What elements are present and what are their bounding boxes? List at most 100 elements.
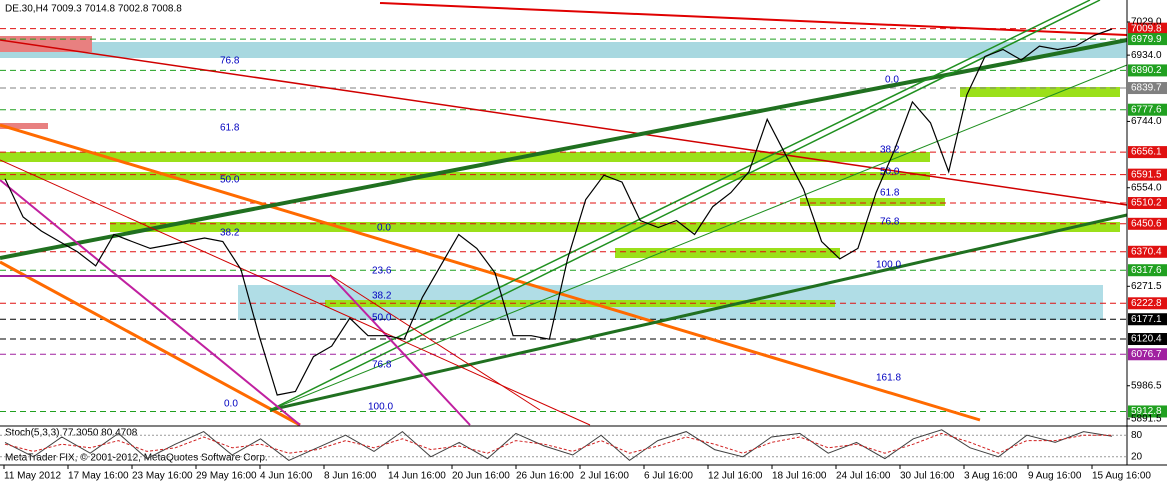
level-tag — [1128, 333, 1167, 346]
fib-label: 50.0 — [880, 167, 900, 178]
fib-label: 76.8 — [880, 217, 900, 228]
level-label: 6890.2 — [1131, 65, 1162, 76]
level-label: 6317.6 — [1131, 265, 1162, 276]
trend-line — [0, 123, 981, 422]
stoch-title: Stoch(5,3,3) 77.3050 80.4708 — [5, 428, 138, 439]
zone — [615, 248, 840, 258]
fib-label: 50.0 — [220, 175, 240, 186]
x-tick-label: 17 May 16:00 — [68, 471, 129, 482]
x-tick-label: 2 Jul 16:00 — [580, 471, 629, 482]
zone — [0, 172, 930, 180]
level-label: 6979.9 — [1131, 34, 1162, 45]
level-label: 6656.1 — [1131, 147, 1162, 158]
trend-line — [379, 2, 1128, 36]
level-label: 6777.6 — [1131, 104, 1162, 115]
level-label: 6222.8 — [1131, 298, 1162, 309]
trend-line — [0, 159, 591, 426]
level-label: 5912.8 — [1131, 406, 1162, 417]
fib-label: 161.8 — [876, 373, 901, 384]
trend-line — [0, 260, 301, 427]
trend-line — [269, 213, 1128, 412]
level-tag — [1128, 197, 1167, 210]
fib-label: 0.0 — [224, 399, 238, 410]
level-tag — [1128, 33, 1167, 46]
fib-label: 61.8 — [880, 188, 900, 199]
y-tick-label: 6934.0 — [1131, 50, 1162, 61]
level-tag — [1128, 245, 1167, 258]
level-tag — [1128, 146, 1167, 159]
fib-label: 0.0 — [885, 75, 899, 86]
stoch-line — [4, 429, 1113, 462]
fib-label: 61.8 — [220, 123, 240, 134]
x-tick-label: 3 Aug 16:00 — [964, 471, 1018, 482]
level-tag — [1128, 103, 1167, 116]
stoch-tick-label: 20 — [1131, 451, 1143, 462]
fib-label: 38.2 — [372, 291, 392, 302]
y-tick-label: 6744.0 — [1131, 116, 1162, 127]
trend-line — [269, 0, 1101, 411]
zone — [0, 42, 1127, 58]
x-tick-label: 18 Jul 16:00 — [772, 471, 827, 482]
zone — [960, 87, 1120, 97]
x-tick-label: 6 Jul 16:00 — [644, 471, 693, 482]
level-label: 6591.5 — [1131, 169, 1162, 180]
fib-label: 100.0 — [368, 402, 393, 413]
level-label: 6450.6 — [1131, 218, 1162, 229]
level-tag — [1128, 64, 1167, 77]
zone — [0, 152, 930, 162]
x-tick-label: 14 Jun 16:00 — [388, 471, 446, 482]
level-tag — [1128, 22, 1167, 35]
stoch-tick-label: 80 — [1131, 430, 1143, 441]
x-tick-label: 15 Aug 16:00 — [1092, 471, 1151, 482]
trend-line — [329, 274, 471, 426]
level-label: 7009.8 — [1131, 23, 1162, 34]
fib-label: 23.6 — [372, 266, 392, 277]
trend-lines — [0, 0, 1128, 427]
x-tick-label: 4 Jun 16:00 — [260, 471, 313, 482]
y-tick-label: 6554.0 — [1131, 182, 1162, 193]
level-tag — [1128, 217, 1167, 230]
x-tick-label: 11 May 2012 — [4, 471, 62, 482]
y-tick-label: 6271.5 — [1131, 281, 1162, 292]
x-tick-label: 26 Jun 16:00 — [516, 471, 574, 482]
trend-line — [0, 38, 1128, 260]
fib-label: 100.0 — [876, 260, 901, 271]
level-label: 6839.7 — [1131, 83, 1162, 94]
stoch-line — [4, 432, 1112, 454]
y-tick-label: 5891.5 — [1131, 414, 1162, 425]
trend-line — [269, 64, 1128, 411]
level-label: 6177.1 — [1131, 314, 1162, 325]
x-tick-label: 20 Jun 16:00 — [452, 471, 510, 482]
x-tick-label: 24 Jul 16:00 — [836, 471, 891, 482]
trend-line — [329, 274, 541, 411]
trend-line — [329, 0, 1091, 371]
level-tag — [1128, 168, 1167, 181]
x-tick-label: 30 Jul 16:00 — [900, 471, 955, 482]
fib-label: 38.2 — [880, 145, 900, 156]
level-label: 6510.2 — [1131, 198, 1162, 209]
level-label: 6120.4 — [1131, 334, 1162, 345]
chart-title: DE.30,H4 7009.3 7014.8 7002.8 7008.8 — [5, 4, 182, 15]
zone — [110, 222, 1120, 232]
trend-line — [0, 179, 301, 426]
x-tick-label: 29 May 16:00 — [196, 471, 257, 482]
level-tag — [1128, 264, 1167, 277]
level-tag — [1128, 405, 1167, 418]
x-tick-label: 12 Jul 16:00 — [708, 471, 763, 482]
level-label: 6076.7 — [1131, 349, 1162, 360]
level-tag — [1128, 297, 1167, 310]
x-tick-label: 9 Aug 16:00 — [1028, 471, 1082, 482]
level-tag — [1128, 82, 1167, 95]
level-tag — [1128, 348, 1167, 361]
level-tag — [1128, 313, 1167, 326]
fib-label: 0.0 — [377, 223, 391, 234]
fib-label: 76.8 — [372, 360, 392, 371]
price-line — [4, 28, 1113, 396]
trend-line — [0, 39, 1128, 206]
x-tick-label: 8 Jun 16:00 — [324, 471, 377, 482]
fib-label: 38.2 — [220, 228, 240, 239]
zone — [0, 36, 92, 52]
